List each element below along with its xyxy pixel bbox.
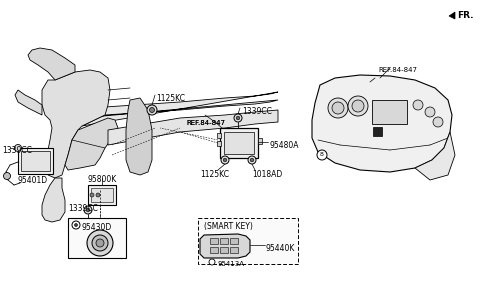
Circle shape [223,158,227,162]
Polygon shape [312,75,452,172]
Text: REF.84-847: REF.84-847 [186,120,225,126]
Text: 1339CC: 1339CC [242,107,272,116]
Text: (SMART KEY): (SMART KEY) [204,222,253,231]
Circle shape [221,156,229,164]
Text: 95480A: 95480A [270,141,300,150]
Circle shape [413,100,423,110]
Text: 95800K: 95800K [88,175,117,184]
Circle shape [147,105,157,115]
Text: FR.: FR. [457,11,473,20]
Polygon shape [82,92,278,126]
Bar [220,128,258,158]
Bar [372,100,407,124]
Text: 95440K: 95440K [266,244,295,253]
Circle shape [14,144,22,151]
Polygon shape [42,70,110,178]
Circle shape [332,102,344,114]
Circle shape [90,193,94,197]
Bar [18,148,53,174]
Text: 95430D: 95430D [81,223,111,232]
Circle shape [96,239,104,247]
Polygon shape [15,90,42,115]
Circle shape [3,173,11,180]
Circle shape [72,221,80,229]
Bar [198,218,298,264]
Text: 8: 8 [320,152,324,158]
Polygon shape [65,118,118,170]
Polygon shape [126,98,152,175]
Circle shape [317,150,327,160]
Bar [220,238,228,244]
Circle shape [86,208,90,212]
Text: 1339CC: 1339CC [2,146,32,155]
Text: 1339CC: 1339CC [68,204,98,213]
Polygon shape [449,12,455,19]
Circle shape [328,98,348,118]
Bar [210,247,218,253]
Polygon shape [28,48,75,80]
Circle shape [348,96,368,116]
Bar [373,127,382,136]
Circle shape [352,100,364,112]
Circle shape [96,193,100,197]
Bar [210,238,218,244]
Bar [68,218,126,258]
Text: 1125KC: 1125KC [156,94,185,103]
Text: 1125KC: 1125KC [200,170,229,179]
Bar [224,132,254,154]
Polygon shape [415,132,455,180]
Circle shape [425,107,435,117]
Circle shape [92,235,108,251]
Text: 95413A: 95413A [217,261,244,267]
Text: 1018AD: 1018AD [252,170,282,179]
Polygon shape [108,110,278,145]
Text: REF.84-847: REF.84-847 [378,67,417,73]
Circle shape [236,116,240,120]
Bar [220,247,228,253]
Circle shape [248,156,256,164]
Circle shape [209,259,215,265]
Bar [217,141,221,146]
Bar [258,138,262,144]
Bar [21,151,50,171]
Circle shape [234,114,242,122]
Text: REF.84-847: REF.84-847 [186,120,225,126]
Bar [91,188,113,202]
Text: 95401D: 95401D [18,176,48,185]
Circle shape [74,224,77,226]
Bar [230,247,238,253]
Bar [230,238,238,244]
Circle shape [87,230,113,256]
Circle shape [84,206,92,214]
Bar [217,133,221,138]
Circle shape [149,108,155,113]
Polygon shape [42,178,65,222]
Circle shape [433,117,443,127]
Bar [88,185,116,205]
Polygon shape [200,234,250,258]
Circle shape [250,158,254,162]
